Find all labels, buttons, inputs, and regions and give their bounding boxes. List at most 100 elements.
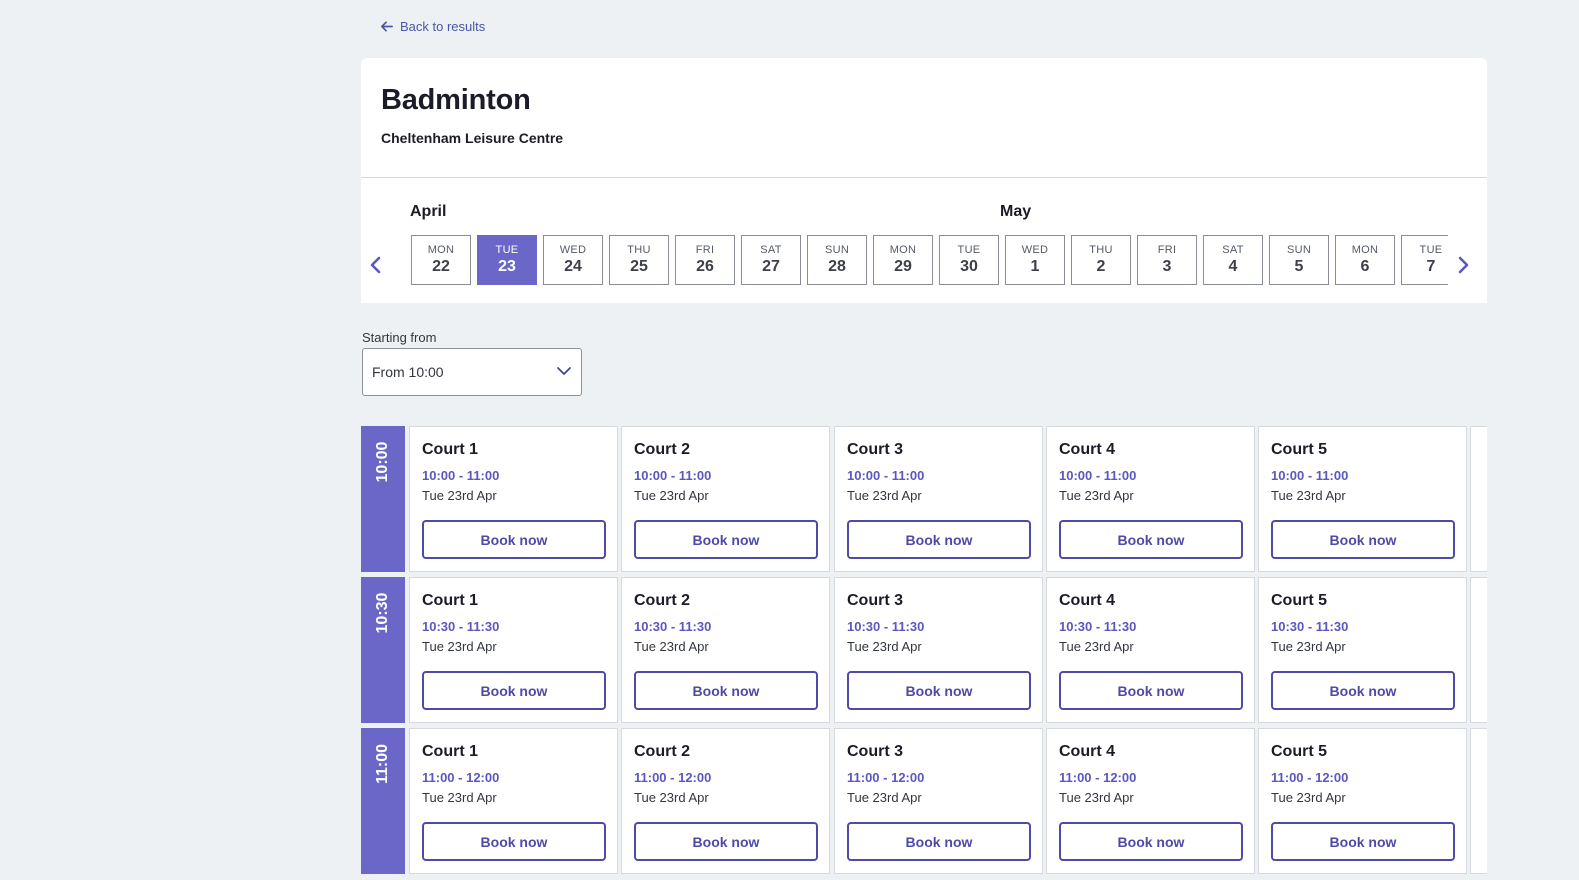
date-weekday: SUN <box>1286 244 1312 256</box>
slot-time: 10:00 - 11:00 <box>422 468 500 483</box>
venue-name: Cheltenham Leisure Centre <box>381 130 564 146</box>
activity-card: Badminton Cheltenham Leisure Centre Apri… <box>361 58 1487 303</box>
date-weekday: THU <box>1089 244 1113 256</box>
slot-date: Tue 23rd Apr <box>634 488 709 503</box>
date-day: 25 <box>630 258 648 275</box>
date-weekday: TUE <box>495 244 519 256</box>
book-now-button[interactable]: Book now <box>847 671 1031 710</box>
court-name: Court 1 <box>422 592 478 609</box>
date-option[interactable]: SAT 27 <box>741 235 801 285</box>
date-strip: MON 22 TUE 23 WED 24 THU 25 FRI 26 SAT 27 SUN 28 MON 29… <box>411 235 1448 285</box>
date-option[interactable]: WED 24 <box>543 235 603 285</box>
court-name: Court 2 <box>634 592 690 609</box>
slot-time: 10:00 - 11:00 <box>1059 468 1137 483</box>
slot-card: Court 1 10:00 - 11:00 Tue 23rd Apr Book now <box>409 426 618 572</box>
court-name: Court 5 <box>1271 743 1327 760</box>
court-name: Court 2 <box>634 743 690 760</box>
slot-time: 10:30 - 11:30 <box>422 619 500 634</box>
date-weekday: TUE <box>1419 244 1443 256</box>
chevron-right-icon <box>1458 256 1469 274</box>
time-bar: 10:30 <box>361 577 405 723</box>
court-name: Court 1 <box>422 743 478 760</box>
start-time-select[interactable]: From 10:00 <box>362 348 582 396</box>
date-option[interactable]: FRI 26 <box>675 235 735 285</box>
slot-card: Court 3 11:00 - 12:00 Tue 23rd Apr Book now <box>834 728 1043 874</box>
court-name: Court 4 <box>1059 743 1115 760</box>
month-label-april: April <box>410 203 447 220</box>
book-now-button[interactable]: Book now <box>847 822 1031 861</box>
time-bar-label: 10:00 <box>374 441 391 483</box>
date-option[interactable]: THU 25 <box>609 235 669 285</box>
book-now-button[interactable]: Book now <box>634 520 818 559</box>
prev-dates-button[interactable] <box>365 254 385 276</box>
book-now-button[interactable]: Book now <box>634 671 818 710</box>
court-name: Court 1 <box>422 441 478 458</box>
slot-date: Tue 23rd Apr <box>422 488 497 503</box>
date-day: 5 <box>1294 258 1304 275</box>
date-option[interactable]: SUN 28 <box>807 235 867 285</box>
date-option[interactable]: MON 22 <box>411 235 471 285</box>
book-now-button[interactable]: Book now <box>422 822 606 861</box>
slot-card: Court 5 10:00 - 11:00 Tue 23rd Apr Book now <box>1258 426 1467 572</box>
date-option[interactable]: TUE 23 <box>477 235 537 285</box>
slot-time: 10:00 - 11:00 <box>634 468 712 483</box>
slot-time: 10:00 - 11:00 <box>847 468 925 483</box>
date-day: 29 <box>894 258 912 275</box>
slot-card: Court 2 11:00 - 12:00 Tue 23rd Apr Book now <box>621 728 830 874</box>
date-weekday: MON <box>1351 244 1379 256</box>
slot-date: Tue 23rd Apr <box>634 639 709 654</box>
date-option[interactable]: SUN 5 <box>1269 235 1329 285</box>
book-now-button[interactable]: Book now <box>1271 520 1455 559</box>
slot-card-partial <box>1470 426 1487 572</box>
book-now-button[interactable]: Book now <box>422 520 606 559</box>
date-weekday: THU <box>627 244 651 256</box>
date-option[interactable]: TUE 30 <box>939 235 999 285</box>
slot-card-partial <box>1470 728 1487 874</box>
book-now-button[interactable]: Book now <box>1271 671 1455 710</box>
date-day: 27 <box>762 258 780 275</box>
book-now-button[interactable]: Book now <box>1059 520 1243 559</box>
book-now-button[interactable]: Book now <box>847 520 1031 559</box>
date-day: 2 <box>1096 258 1106 275</box>
next-dates-button[interactable] <box>1454 254 1474 276</box>
time-row: 11:00 Court 1 11:00 - 12:00 Tue 23rd Apr Boo… <box>361 728 1487 874</box>
slot-card: Court 5 11:00 - 12:00 Tue 23rd Apr Book now <box>1258 728 1467 874</box>
court-name: Court 5 <box>1271 441 1327 458</box>
back-to-results-link[interactable]: Back to results <box>380 19 485 34</box>
date-day: 6 <box>1360 258 1370 275</box>
book-now-button[interactable]: Book now <box>634 822 818 861</box>
slot-date: Tue 23rd Apr <box>1059 639 1134 654</box>
slot-date: Tue 23rd Apr <box>1271 639 1346 654</box>
date-day: 3 <box>1162 258 1172 275</box>
slot-card: Court 2 10:00 - 11:00 Tue 23rd Apr Book now <box>621 426 830 572</box>
book-now-button[interactable]: Book now <box>1271 822 1455 861</box>
slot-card: Court 1 10:30 - 11:30 Tue 23rd Apr Book now <box>409 577 618 723</box>
date-day: 23 <box>498 258 516 275</box>
court-name: Court 2 <box>634 441 690 458</box>
page-title: Badminton <box>381 84 531 116</box>
date-weekday: MON <box>889 244 917 256</box>
chevron-left-icon <box>370 256 381 274</box>
date-option[interactable]: MON 29 <box>873 235 933 285</box>
slot-time: 11:00 - 12:00 <box>634 770 712 785</box>
book-now-button[interactable]: Book now <box>1059 822 1243 861</box>
date-weekday: TUE <box>957 244 981 256</box>
slot-date: Tue 23rd Apr <box>1271 488 1346 503</box>
date-option[interactable]: MON 6 <box>1335 235 1395 285</box>
date-day: 24 <box>564 258 582 275</box>
book-now-button[interactable]: Book now <box>422 671 606 710</box>
date-weekday: WED <box>559 244 587 256</box>
date-option[interactable]: TUE 7 <box>1401 235 1448 285</box>
slot-date: Tue 23rd Apr <box>634 790 709 805</box>
date-option[interactable]: WED 1 <box>1005 235 1065 285</box>
book-now-button[interactable]: Book now <box>1059 671 1243 710</box>
time-bar-label: 10:30 <box>374 592 391 634</box>
date-option[interactable]: THU 2 <box>1071 235 1131 285</box>
date-option[interactable]: SAT 4 <box>1203 235 1263 285</box>
slot-time: 11:00 - 12:00 <box>1059 770 1137 785</box>
date-day: 30 <box>960 258 978 275</box>
slot-card: Court 1 11:00 - 12:00 Tue 23rd Apr Book now <box>409 728 618 874</box>
date-option[interactable]: FRI 3 <box>1137 235 1197 285</box>
activity-header: Badminton Cheltenham Leisure Centre <box>361 58 1487 178</box>
date-day: 22 <box>432 258 450 275</box>
